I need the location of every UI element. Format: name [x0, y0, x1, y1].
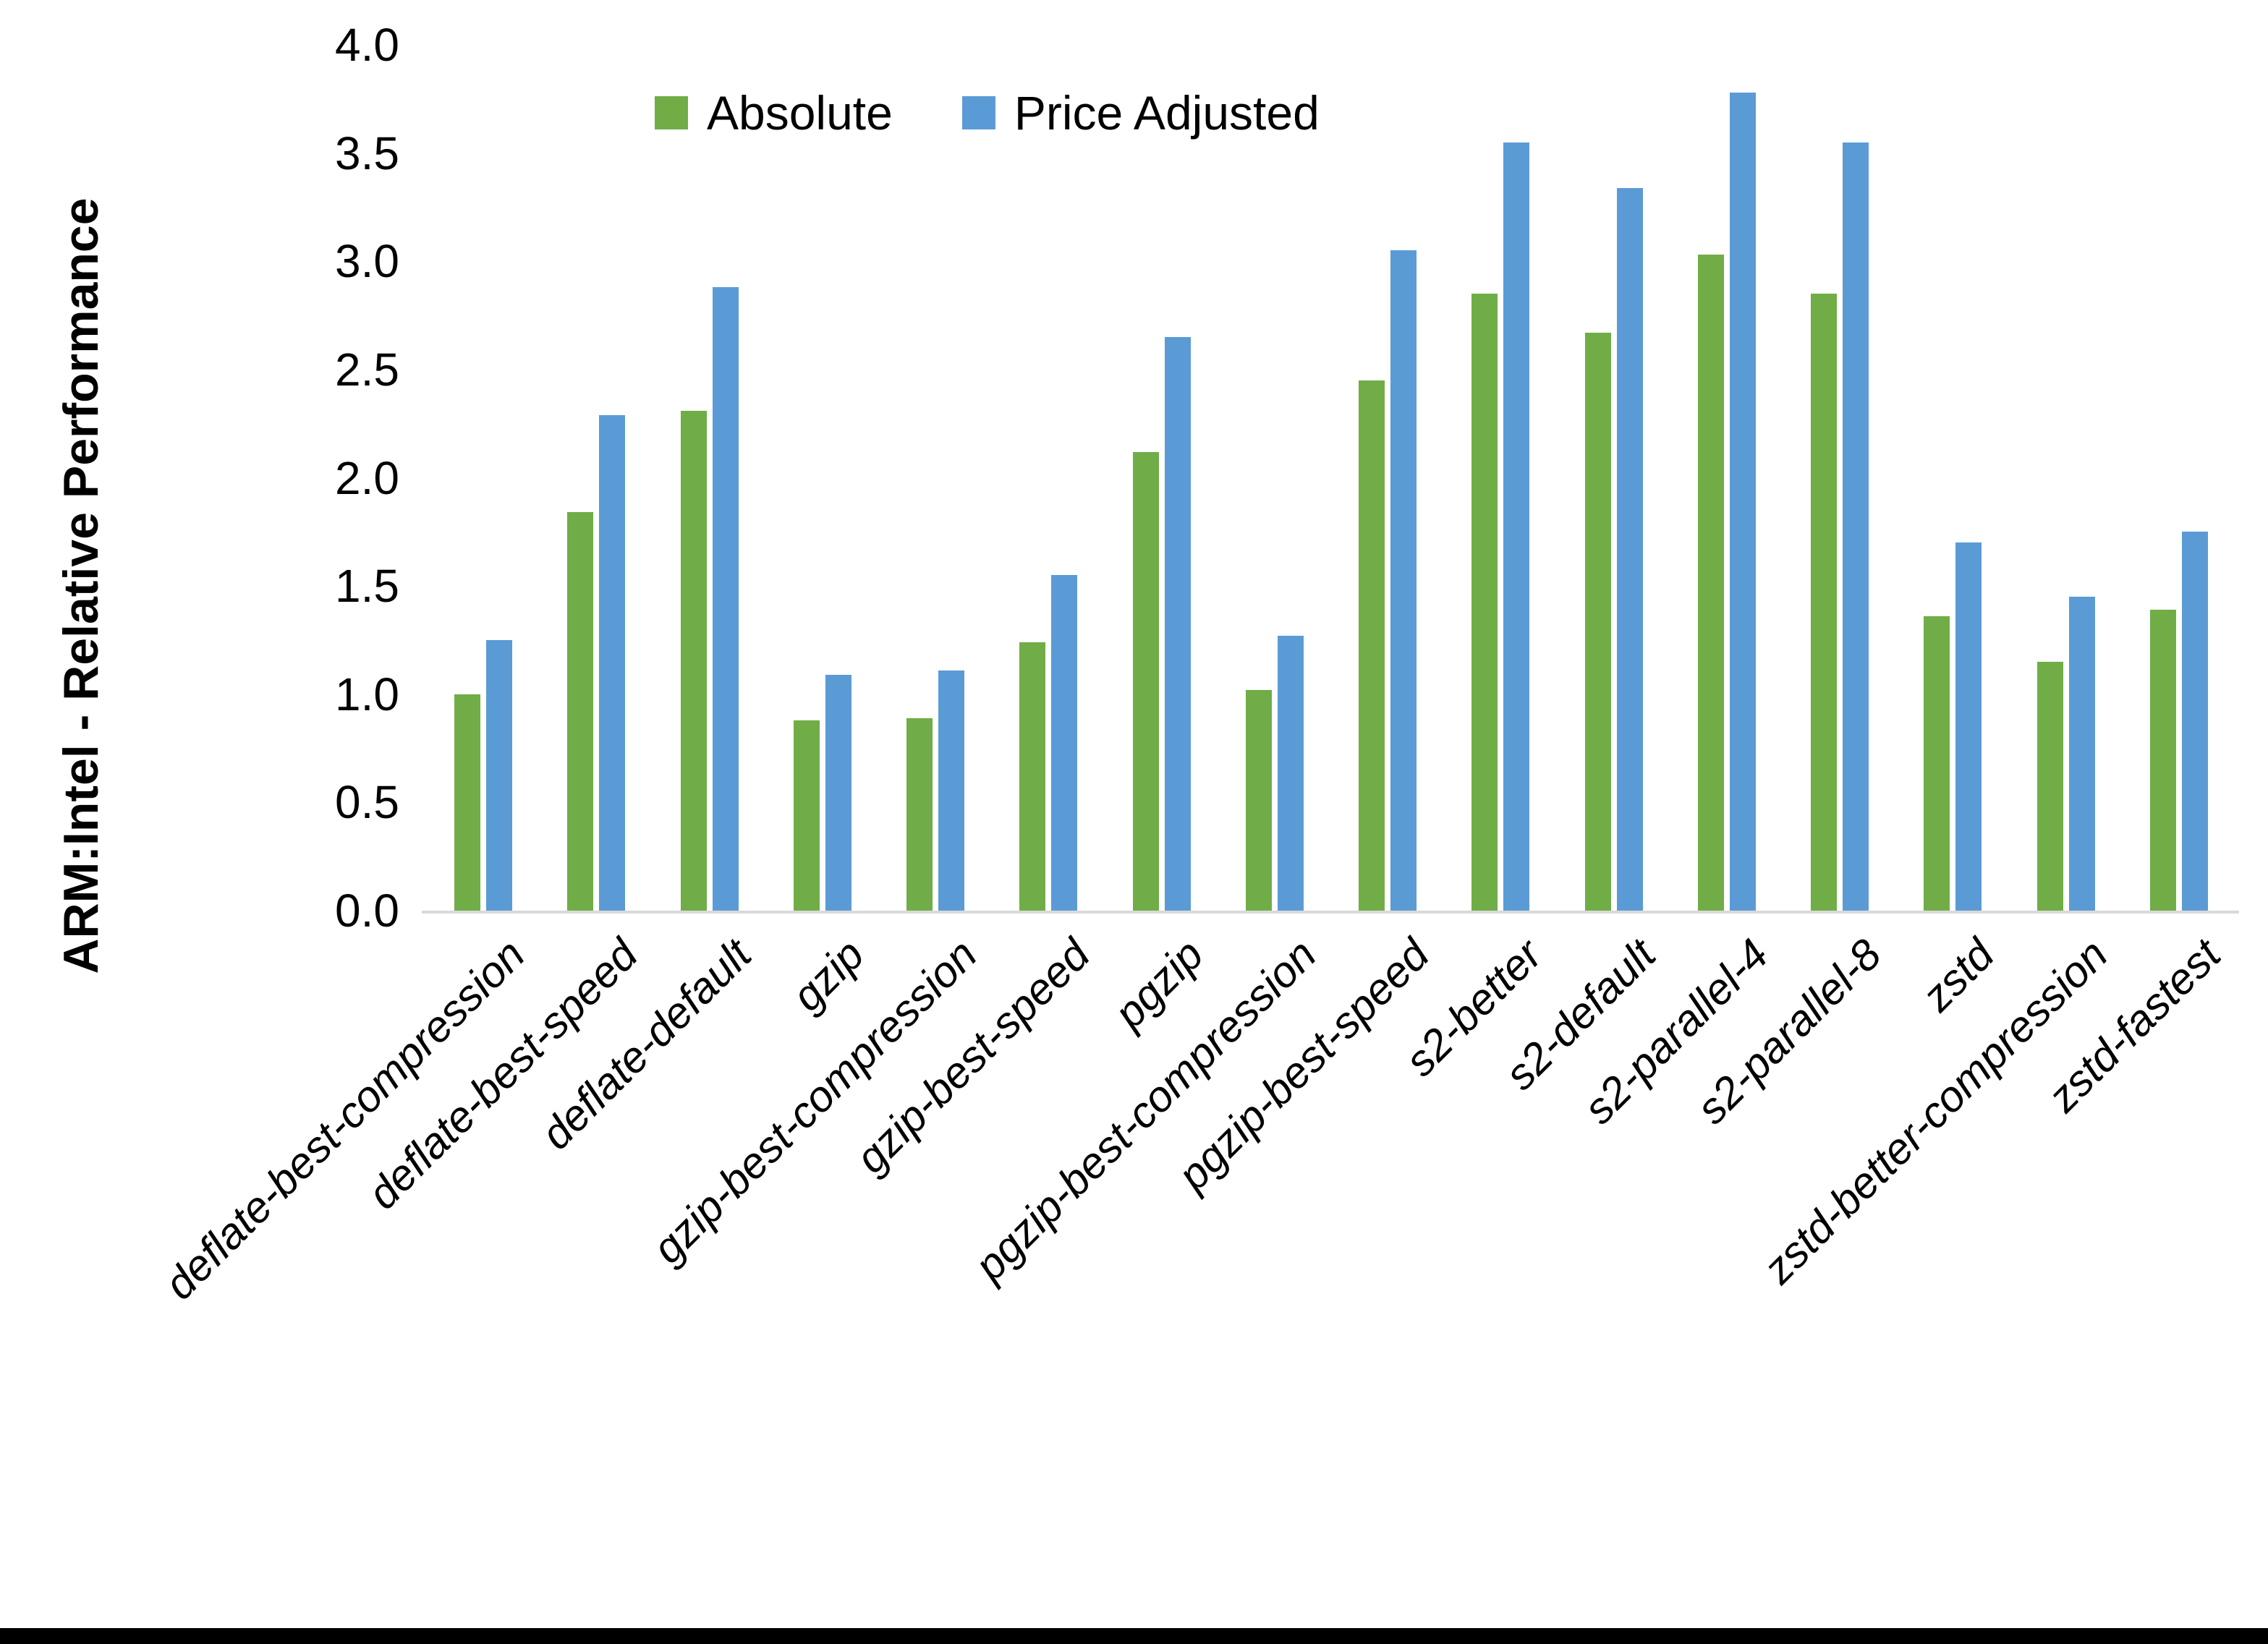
y-tick-label: 3.0 [335, 235, 399, 288]
bar-absolute-zstd [1924, 616, 1950, 911]
bar-absolute-deflate-best-speed [567, 512, 594, 911]
y-tick-label: 1.5 [335, 560, 399, 613]
bar-price-adjusted-deflate-best-compression [486, 639, 513, 911]
x-tick-label-deflate-best-compression: deflate-best-compression [155, 929, 535, 1309]
legend-label-absolute: Absolute [707, 86, 893, 140]
bar-price-adjusted-deflate-best-speed [599, 414, 626, 911]
bar-price-adjusted-pgzip-best-speed [1390, 250, 1417, 911]
bar-absolute-gzip [793, 720, 820, 911]
bar-price-adjusted-deflate-default [712, 287, 739, 911]
y-tick-label: 2.0 [335, 451, 399, 504]
legend: Absolute Price Adjusted [655, 85, 1320, 140]
bar-absolute-s2-default [1584, 333, 1611, 911]
bottom-edge-bar [0, 1628, 2268, 1644]
bar-price-adjusted-gzip [825, 674, 851, 911]
bar-price-adjusted-zstd-fastest [2181, 532, 2208, 911]
bar-absolute-deflate-default [680, 410, 707, 911]
bar-price-adjusted-s2-better [1503, 142, 1530, 911]
bar-absolute-pgzip-best-speed [1359, 380, 1385, 911]
y-tick-label: 4.0 [335, 19, 399, 71]
bar-price-adjusted-s2-default [1616, 187, 1643, 911]
legend-item-absolute: Absolute [655, 85, 893, 140]
bar-absolute-pgzip [1132, 451, 1159, 911]
bar-price-adjusted-zstd [1955, 542, 1982, 911]
x-axis-line [422, 911, 2239, 913]
legend-swatch-absolute [655, 96, 688, 129]
bar-absolute-s2-better [1471, 294, 1498, 911]
legend-label-price-adjusted: Price Adjusted [1014, 86, 1320, 140]
y-tick-label: 2.5 [335, 343, 399, 396]
legend-item-price-adjusted: Price Adjusted [961, 85, 1320, 140]
y-tick-label: 1.0 [335, 668, 399, 720]
legend-swatch-price-adjusted [961, 96, 995, 129]
bar-price-adjusted-zstd-better-compression [2068, 597, 2095, 911]
y-tick-label: 3.5 [335, 127, 399, 179]
bar-absolute-gzip-best-compression [906, 717, 933, 911]
bar-absolute-s2-parallel-8 [1811, 294, 1838, 911]
bar-price-adjusted-pgzip-best-compression [1277, 635, 1304, 911]
bar-absolute-pgzip-best-compression [1245, 689, 1272, 911]
bar-price-adjusted-gzip-best-speed [1051, 575, 1078, 911]
bar-absolute-zstd-fastest [2149, 610, 2176, 911]
bar-absolute-zstd-better-compression [2036, 661, 2063, 911]
bar-absolute-gzip-best-speed [1019, 642, 1046, 911]
bar-absolute-s2-parallel-4 [1697, 255, 1724, 911]
bar-price-adjusted-s2-parallel-8 [1843, 142, 1869, 911]
bar-price-adjusted-gzip-best-compression [938, 670, 965, 911]
bar-absolute-deflate-best-compression [454, 694, 481, 911]
y-tick-label: 0.0 [335, 885, 399, 937]
bar-price-adjusted-s2-parallel-4 [1729, 92, 1756, 911]
y-tick-label: 0.5 [335, 776, 399, 829]
bar-price-adjusted-pgzip [1164, 336, 1191, 911]
